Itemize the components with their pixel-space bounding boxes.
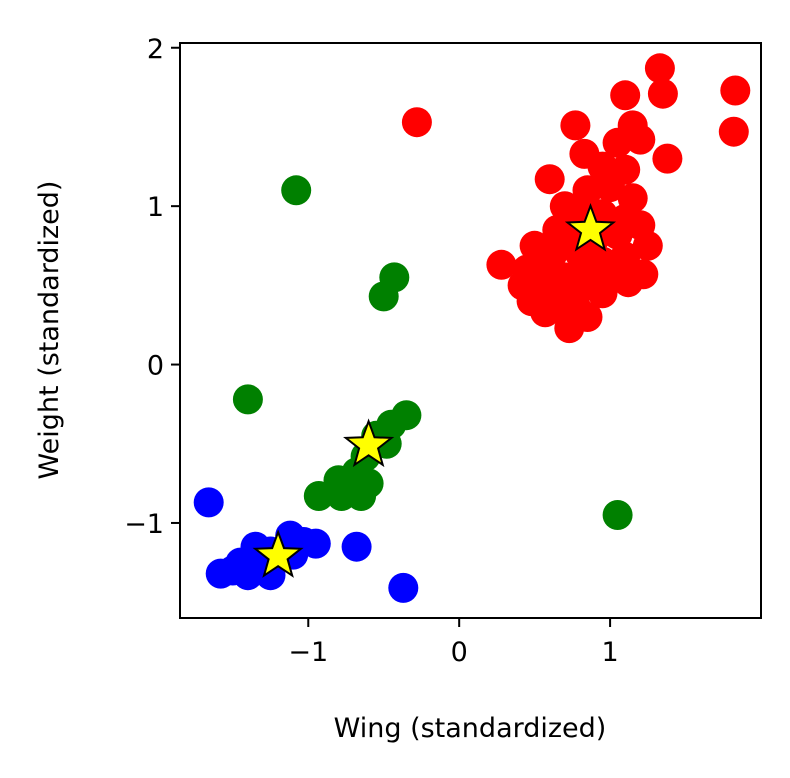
x-tick-label: 0 (451, 637, 468, 668)
scatter-point (341, 531, 372, 562)
y-tick-label: −1 (124, 509, 164, 540)
scatter-point (652, 143, 683, 174)
x-axis-label: Wing (standardized) (334, 713, 607, 744)
scatter-point (647, 78, 678, 109)
scatter-point (610, 80, 641, 111)
x-tick-label: −1 (288, 637, 328, 668)
scatter-point (300, 528, 331, 559)
scatter-point (530, 297, 561, 328)
scatter-point (255, 560, 286, 591)
points-layer (193, 53, 751, 603)
scatter-point (602, 500, 633, 530)
scatter-point (564, 238, 595, 269)
scatter-point (346, 481, 377, 511)
scatter-point (625, 124, 656, 155)
scatter-point (232, 560, 263, 591)
scatter-point (232, 384, 263, 415)
scatter-point (602, 127, 633, 158)
scatter-point (572, 175, 603, 206)
plot-frame (179, 42, 762, 619)
centroid-star-marker (343, 418, 395, 468)
scatter-point (587, 278, 618, 309)
scatter-point (281, 175, 312, 206)
ticks-layer: −1 0 1 −1 0 1 2 (124, 34, 618, 668)
centroid-star-marker (252, 529, 304, 578)
scatter-point (534, 164, 565, 195)
scatter-point (554, 313, 585, 344)
y-axis-label: Weight (standardized) (34, 181, 65, 480)
y-tick-label: 0 (147, 351, 164, 382)
x-tick-label: 1 (601, 637, 618, 668)
scatter-point (595, 172, 626, 203)
centroid-star-marker (564, 203, 617, 252)
scatter-point (401, 107, 432, 138)
y-tick-label: 2 (147, 34, 164, 65)
scatter-point (613, 267, 644, 298)
scatter-point (205, 558, 236, 589)
scatter-point (388, 572, 419, 603)
scatter-point (720, 75, 751, 106)
scatter-point (303, 481, 334, 511)
scatter-point (632, 230, 663, 261)
scatter-point (644, 53, 675, 84)
scatter-point (193, 487, 224, 518)
scatter-point (718, 116, 749, 147)
scatter-point (368, 281, 399, 312)
y-tick-label: 1 (147, 192, 164, 223)
scatter-point (486, 249, 517, 280)
scatter-point (560, 110, 591, 141)
